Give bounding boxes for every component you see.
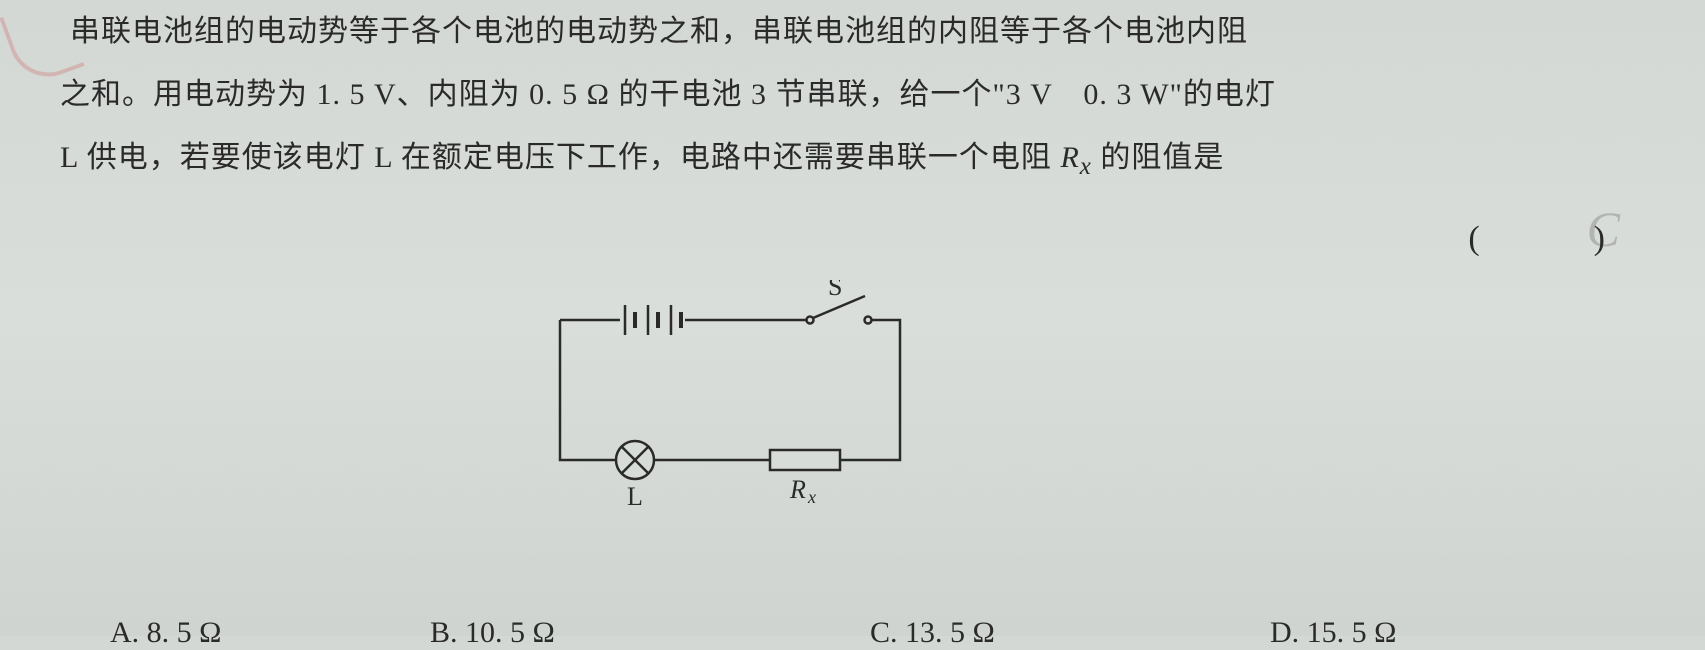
wire-right-side — [840, 320, 900, 460]
wire-left-side — [560, 320, 616, 460]
circuit-svg: S L R x — [520, 280, 940, 510]
option-d: D. 15. 5 Ω — [1270, 616, 1396, 650]
lamp-label: L — [627, 482, 643, 510]
battery-icon — [625, 305, 681, 335]
question-line-3a: L 供电，若要使该电灯 L 在额定电压下工作，电路中还需要串联一个电阻 — [60, 141, 1060, 174]
resistor-icon — [770, 450, 840, 470]
rx-symbol-x: x — [1080, 153, 1092, 180]
rx-symbol-r: R — [1060, 141, 1079, 174]
lamp-icon — [616, 441, 654, 479]
switch-label: S — [828, 280, 842, 301]
option-a: A. 8. 5 Ω — [110, 616, 221, 650]
question-line-1: 串联电池组的电动势等于各个电池的电动势之和，串联电池组的内阻等于各个电池内阻 — [60, 0, 1655, 63]
question-line-2: 之和。用电动势为 1. 5 V、内阻为 0. 5 Ω 的干电池 3 节串联，给一… — [60, 63, 1655, 126]
pencil-answer-c: C — [1587, 200, 1620, 258]
question-text-block: 串联电池组的电动势等于各个电池的电动势之和，串联电池组的内阻等于各个电池内阻 之… — [0, 0, 1705, 194]
circuit-diagram: S L R x — [520, 280, 940, 510]
question-line-3: L 供电，若要使该电灯 L 在额定电压下工作，电路中还需要串联一个电阻 Rx 的… — [60, 126, 1655, 194]
resistor-label-r: R — [789, 475, 806, 504]
option-c: C. 13. 5 Ω — [870, 616, 995, 650]
question-line-3b: 的阻值是 — [1092, 141, 1225, 174]
resistor-label-x: x — [807, 487, 816, 507]
option-b: B. 10. 5 Ω — [430, 616, 555, 650]
